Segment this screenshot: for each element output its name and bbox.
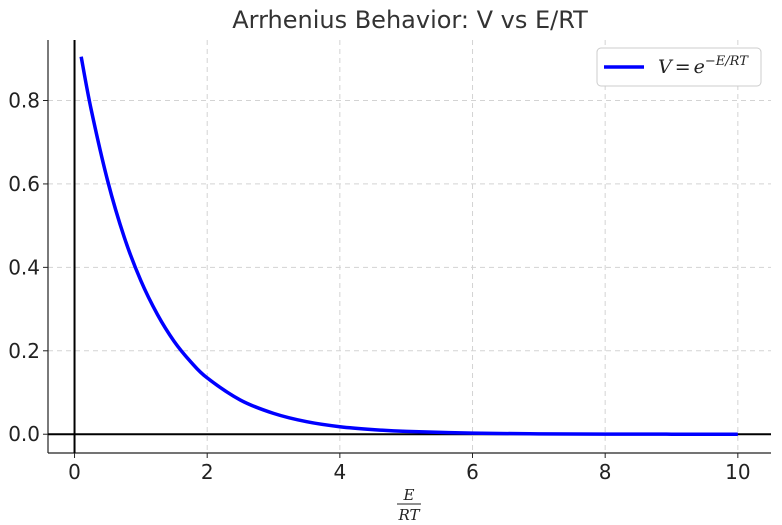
grid bbox=[48, 40, 771, 453]
y-tick-label: 0.8 bbox=[8, 88, 40, 112]
x-tick-label: 6 bbox=[466, 460, 479, 484]
x-axis-label: E RT bbox=[397, 486, 421, 524]
series-layer bbox=[79, 56, 738, 436]
x-tick-label: 10 bbox=[725, 460, 750, 484]
x-tick-label: 2 bbox=[201, 460, 214, 484]
x-axis-label-numerator: E bbox=[403, 486, 415, 504]
x-tick-label: 8 bbox=[599, 460, 612, 484]
tick-labels: 0 2 4 6 8 10 0.0 0.2 0.4 0.6 0.8 bbox=[8, 88, 750, 484]
legend-label-exponent: −E/RT bbox=[705, 54, 749, 69]
legend: V = e−E/RT bbox=[596, 47, 762, 87]
chart-title: Arrhenius Behavior: V vs E/RT bbox=[232, 6, 588, 34]
y-tick-label: 0.6 bbox=[8, 172, 40, 196]
y-tick-label: 0.0 bbox=[8, 422, 40, 446]
legend-label: V = e−E/RT bbox=[658, 54, 749, 78]
y-tick-label: 0.4 bbox=[8, 255, 40, 279]
legend-label-base: e bbox=[694, 56, 705, 78]
x-tick-label: 0 bbox=[68, 460, 81, 484]
legend-label-equals: = bbox=[675, 56, 691, 78]
x-axis-label-denominator: RT bbox=[397, 506, 420, 524]
axes bbox=[43, 40, 771, 458]
legend-label-lhs: V bbox=[658, 56, 674, 78]
series-line bbox=[79, 56, 738, 436]
legend-box bbox=[596, 47, 762, 87]
x-tick-label: 4 bbox=[333, 460, 346, 484]
y-tick-label: 0.2 bbox=[8, 339, 40, 363]
